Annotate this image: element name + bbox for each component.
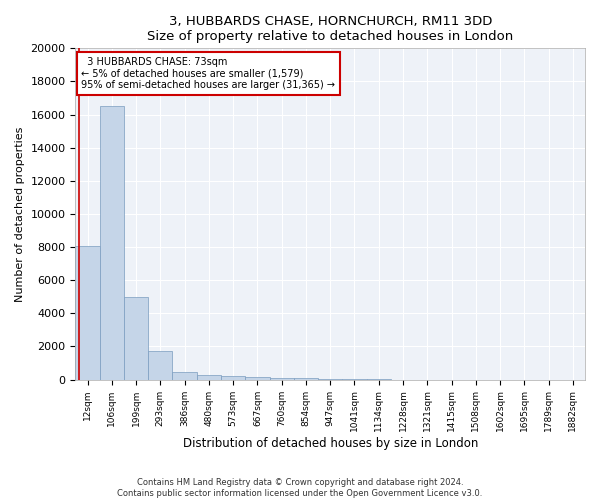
Text: Contains HM Land Registry data © Crown copyright and database right 2024.
Contai: Contains HM Land Registry data © Crown c… bbox=[118, 478, 482, 498]
Text: 3 HUBBARDS CHASE: 73sqm
← 5% of detached houses are smaller (1,579)
95% of semi-: 3 HUBBARDS CHASE: 73sqm ← 5% of detached… bbox=[82, 56, 335, 90]
Bar bbox=[245, 377, 269, 380]
Bar bbox=[318, 379, 343, 380]
Bar bbox=[294, 378, 318, 380]
Bar bbox=[269, 378, 294, 380]
Bar bbox=[100, 106, 124, 380]
Bar bbox=[148, 350, 172, 380]
Y-axis label: Number of detached properties: Number of detached properties bbox=[15, 126, 25, 302]
Title: 3, HUBBARDS CHASE, HORNCHURCH, RM11 3DD
Size of property relative to detached ho: 3, HUBBARDS CHASE, HORNCHURCH, RM11 3DD … bbox=[147, 15, 514, 43]
Bar bbox=[76, 246, 100, 380]
Bar bbox=[197, 374, 221, 380]
Bar bbox=[172, 372, 197, 380]
Bar bbox=[221, 376, 245, 380]
Bar bbox=[124, 297, 148, 380]
X-axis label: Distribution of detached houses by size in London: Distribution of detached houses by size … bbox=[182, 437, 478, 450]
